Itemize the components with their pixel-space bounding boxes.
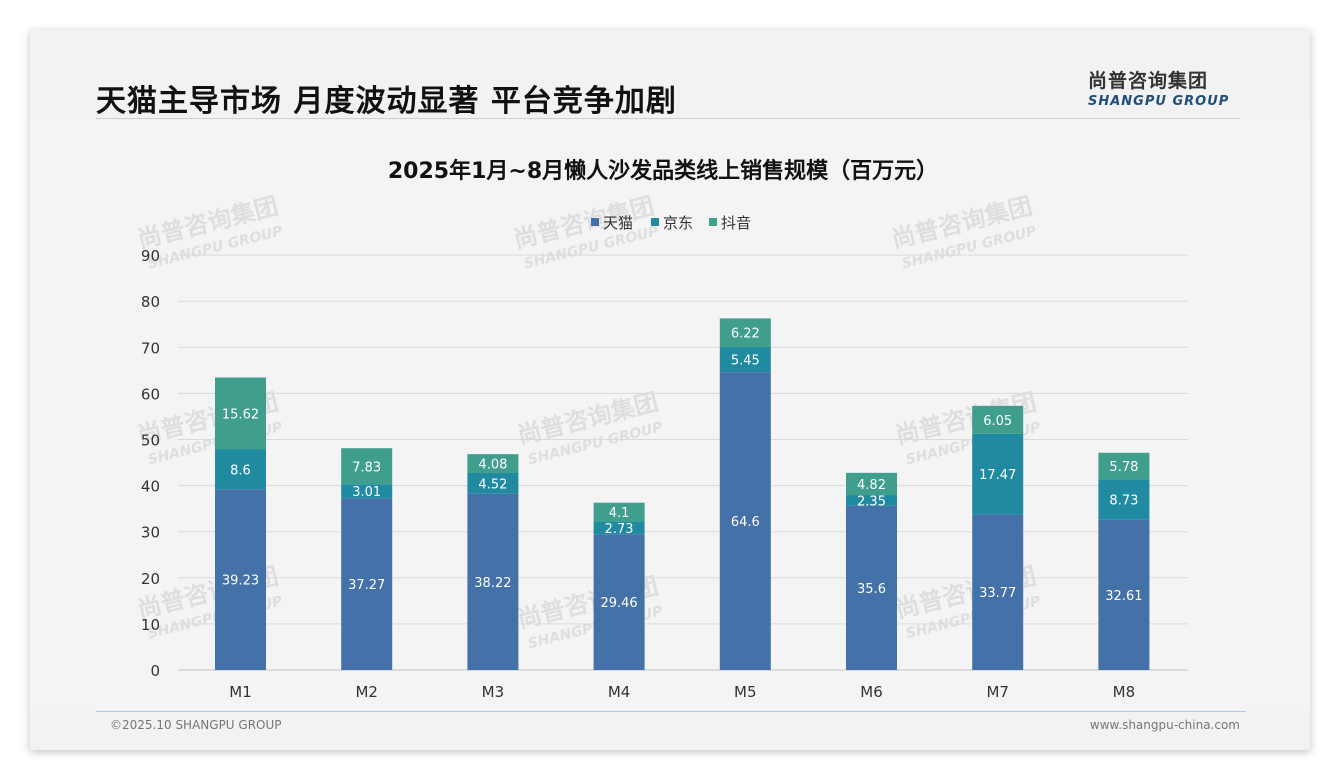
y-tick-label: 50 <box>141 432 160 450</box>
x-tick-label: M7 <box>986 683 1009 701</box>
x-tick-label: M4 <box>608 683 631 701</box>
x-tick-label: M8 <box>1113 683 1136 701</box>
data-label: 4.08 <box>478 458 507 473</box>
data-label: 39.23 <box>222 574 259 589</box>
data-label: 6.05 <box>983 414 1012 429</box>
data-label: 2.73 <box>605 522 634 537</box>
bar-M6-1 <box>846 505 897 670</box>
y-tick-label: 80 <box>141 293 160 311</box>
footer-divider <box>96 711 1246 712</box>
legend: 天猫 京东 抖音 <box>591 214 751 232</box>
data-label: 5.45 <box>731 354 760 369</box>
data-label: 64.6 <box>731 515 760 530</box>
bar-M3-2 <box>467 472 519 494</box>
bar-M4-2 <box>593 521 645 535</box>
data-label: 15.62 <box>222 407 259 422</box>
legend-label-3: 抖音 <box>721 214 751 232</box>
x-tick-label: M6 <box>860 683 883 701</box>
bar-M7-2 <box>972 433 1024 515</box>
y-tick-label: 70 <box>141 339 160 357</box>
y-tick-label: 90 <box>141 247 160 265</box>
data-label: 33.77 <box>979 586 1016 601</box>
data-label: 37.27 <box>348 578 385 593</box>
data-label: 4.82 <box>857 478 886 493</box>
bar-M4-3 <box>593 502 645 522</box>
bar-M1-2 <box>215 449 266 490</box>
bar-M3-3 <box>467 454 519 473</box>
bar-M7-3 <box>972 405 1024 434</box>
y-tick-label: 40 <box>141 478 160 496</box>
bar-M5-2 <box>719 347 771 373</box>
data-label: 6.22 <box>731 327 760 342</box>
data-label: 8.6 <box>230 463 251 478</box>
x-tick-label: M1 <box>229 683 252 701</box>
company-logo: 尚普咨询集团 SHANGPU GROUP <box>1088 66 1238 109</box>
data-label: 5.78 <box>1109 460 1138 475</box>
bar-M6-3 <box>846 472 897 496</box>
y-tick-label: 0 <box>150 662 160 680</box>
data-label: 29.46 <box>600 596 637 611</box>
x-tick-label: M5 <box>734 683 757 701</box>
data-label: 4.52 <box>478 477 507 492</box>
website-text: www.shangpu-china.com <box>1089 718 1240 732</box>
bar-M8-1 <box>1098 519 1150 670</box>
legend-swatch-3 <box>709 218 717 226</box>
y-tick-label: 20 <box>141 570 160 588</box>
legend-label-2: 京东 <box>663 214 693 232</box>
page-title: 天猫主导市场 月度波动显著 平台竞争加剧 <box>96 84 677 119</box>
bar-M8-3 <box>1098 452 1150 480</box>
data-label: 4.1 <box>609 506 630 521</box>
bar-M1-1 <box>215 489 266 670</box>
bar-M8-2 <box>1098 479 1150 520</box>
bar-M7-1 <box>972 514 1024 670</box>
bar-M5-1 <box>719 372 771 670</box>
logo-en-text: SHANGPU GROUP <box>1088 94 1230 109</box>
y-axis: 0 10 20 30 40 50 60 70 80 90 <box>141 247 160 680</box>
bar-M2-3 <box>341 448 393 485</box>
bar-M1-3 <box>215 377 266 450</box>
data-label: 7.83 <box>352 460 381 475</box>
data-label: 8.73 <box>1109 494 1138 509</box>
data-label: 17.47 <box>979 468 1016 483</box>
legend-label-1: 天猫 <box>603 214 633 232</box>
bars: 39.23 8.6 15.62 37.27 3.01 7.83 38.22 4.52 4.08 2… <box>215 318 1150 670</box>
copyright-text: ©2025.10 SHANGPU GROUP <box>110 718 282 732</box>
x-axis: M1 M2 M3 M4 M5 M6 M7 M8 <box>229 683 1135 701</box>
title-divider <box>96 118 1240 119</box>
data-label: 32.61 <box>1105 589 1142 604</box>
y-tick-label: 30 <box>141 524 160 542</box>
logo-cn-text: 尚普咨询集团 <box>1088 70 1209 92</box>
chart-title: 2025年1月~8月懒人沙发品类线上销售规模（百万元） <box>388 158 938 184</box>
bar-M6-2 <box>846 495 897 506</box>
legend-swatch-1 <box>591 218 599 226</box>
bar-M4-1 <box>593 534 645 670</box>
bar-M2-1 <box>341 498 393 670</box>
y-tick-label: 60 <box>141 385 160 403</box>
legend-swatch-2 <box>651 218 659 226</box>
data-label: 3.01 <box>352 485 381 500</box>
data-label: 38.22 <box>474 576 511 591</box>
data-label: 35.6 <box>857 582 886 597</box>
bar-M3-1 <box>467 493 519 670</box>
x-tick-label: M3 <box>482 683 505 701</box>
bar-M5-3 <box>719 318 771 348</box>
data-label: 2.35 <box>857 494 886 509</box>
y-tick-label: 10 <box>141 616 160 634</box>
bar-M2-2 <box>341 484 393 499</box>
x-tick-label: M2 <box>355 683 378 701</box>
